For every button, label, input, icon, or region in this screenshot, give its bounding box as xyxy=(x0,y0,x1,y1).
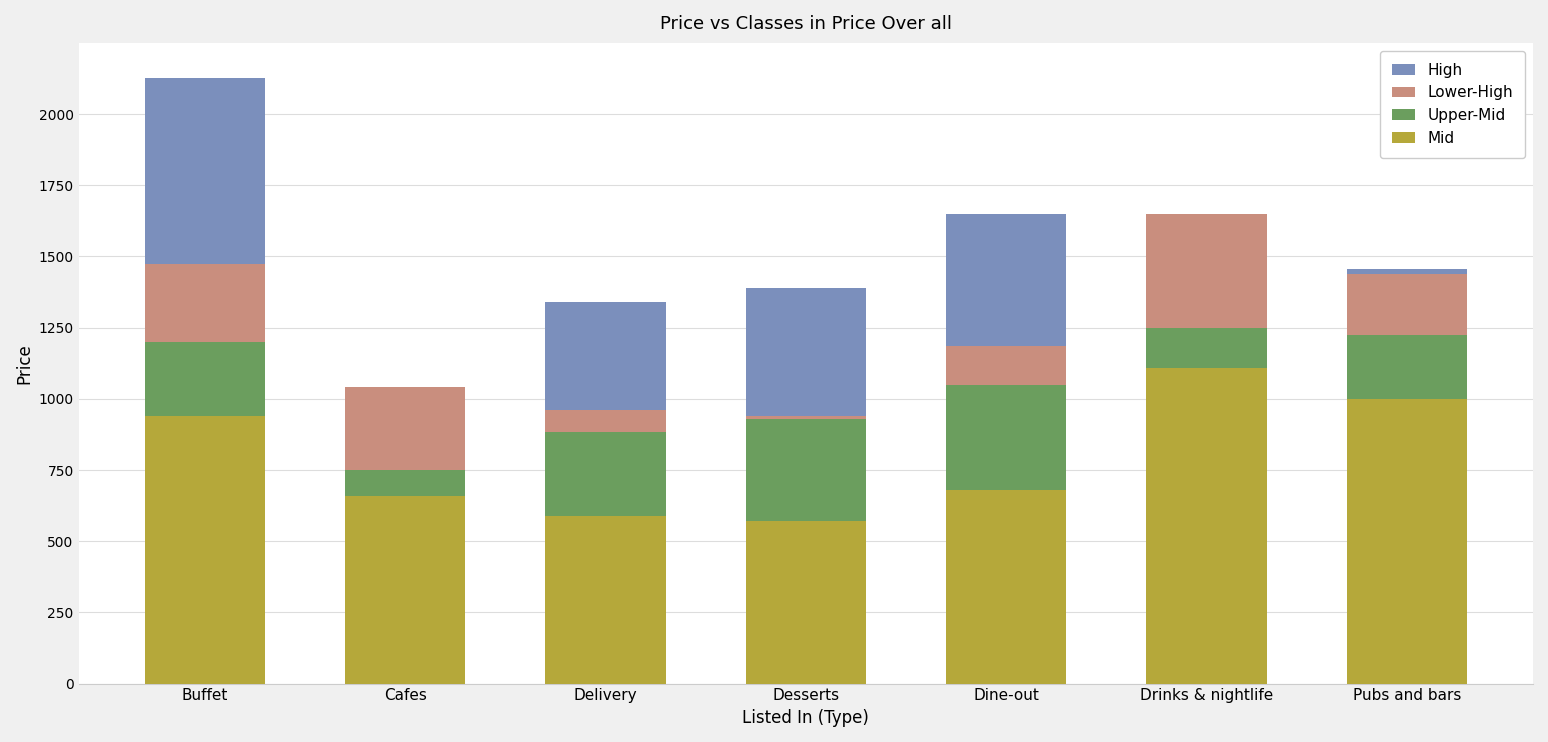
Bar xyxy=(144,263,265,683)
Y-axis label: Price: Price xyxy=(15,343,33,384)
Bar xyxy=(1347,399,1468,683)
Bar xyxy=(144,79,265,683)
Bar xyxy=(746,288,865,683)
Bar xyxy=(345,470,466,683)
Bar xyxy=(545,516,666,683)
Bar xyxy=(345,496,466,683)
Bar xyxy=(345,387,466,683)
Bar xyxy=(1147,214,1266,683)
Bar xyxy=(144,342,265,683)
Bar xyxy=(1147,328,1266,683)
X-axis label: Listed In (Type): Listed In (Type) xyxy=(743,709,870,727)
Bar xyxy=(545,410,666,683)
Bar xyxy=(545,302,666,683)
Bar xyxy=(545,432,666,683)
Bar xyxy=(946,347,1067,683)
Bar xyxy=(946,490,1067,683)
Bar xyxy=(746,522,865,683)
Bar xyxy=(144,416,265,683)
Bar xyxy=(1147,367,1266,683)
Bar xyxy=(746,418,865,683)
Bar xyxy=(1147,214,1266,683)
Bar xyxy=(1347,269,1468,683)
Bar xyxy=(1347,335,1468,683)
Bar xyxy=(345,387,466,683)
Bar xyxy=(946,214,1067,683)
Bar xyxy=(946,384,1067,683)
Bar xyxy=(1347,274,1468,683)
Bar xyxy=(746,416,865,683)
Title: Price vs Classes in Price Over all: Price vs Classes in Price Over all xyxy=(659,15,952,33)
Legend: High, Lower-High, Upper-Mid, Mid: High, Lower-High, Upper-Mid, Mid xyxy=(1381,50,1525,158)
